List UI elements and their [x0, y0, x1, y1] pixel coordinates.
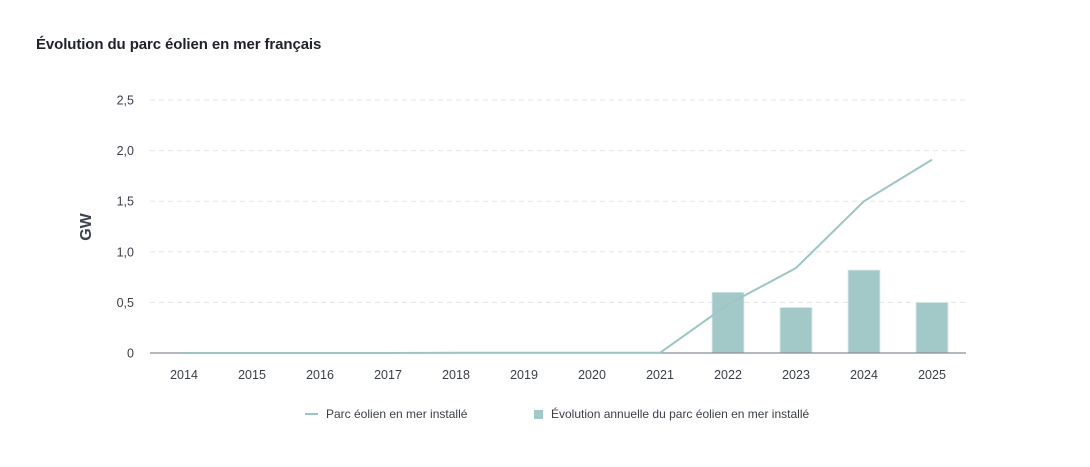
- x-tick-label: 2024: [850, 368, 878, 382]
- bar-2022[interactable]: [711, 291, 745, 354]
- y-tick-label: 1,0: [117, 245, 134, 259]
- y-tick-label: 2,0: [117, 144, 134, 158]
- y-tick-label: 2,5: [117, 94, 134, 108]
- legend-label: Parc éolien en mer installé: [326, 407, 468, 421]
- x-axis-ticks: 2014 2015 2016 2017 2018 2019 2020 2021 2022 2023…: [170, 368, 946, 382]
- legend-line-icon: [305, 413, 318, 415]
- x-tick-label: 2022: [714, 368, 742, 382]
- line-series: [184, 158, 933, 354]
- legend-item-line[interactable]: Parc éolien en mer installé: [305, 407, 467, 421]
- legend: Parc éolien en mer installé Évolution an…: [0, 407, 1090, 425]
- bar-2023[interactable]: [779, 307, 813, 354]
- x-tick-label: 2020: [578, 368, 606, 382]
- x-tick-label: 2018: [442, 368, 470, 382]
- legend-item-bar[interactable]: Évolution annuelle du parc éolien en mer…: [534, 407, 809, 421]
- x-tick-label: 2023: [782, 368, 810, 382]
- gridlines: [150, 99, 966, 303]
- x-tick-label: 2019: [510, 368, 538, 382]
- y-tick-label: 0,5: [117, 296, 134, 310]
- y-tick-label: 1,5: [117, 195, 134, 209]
- x-tick-label: 2014: [170, 368, 198, 382]
- chart-title: Évolution du parc éolien en mer français: [36, 36, 322, 53]
- legend-label: Évolution annuelle du parc éolien en mer…: [551, 407, 810, 421]
- legend-square-icon: [534, 409, 543, 419]
- bar-2024[interactable]: [847, 269, 881, 354]
- x-tick-label: 2025: [918, 368, 946, 382]
- bar-2025[interactable]: [915, 301, 949, 354]
- x-tick-label: 2021: [646, 368, 674, 382]
- y-axis-label: GW: [78, 212, 95, 240]
- installed-capacity-line[interactable]: [184, 158, 933, 354]
- x-tick-label: 2016: [306, 368, 334, 382]
- y-axis-ticks: 0 0,5 1,0 1,5 2,0 2,5: [117, 94, 134, 361]
- y-tick-label: 0: [127, 347, 134, 361]
- x-tick-label: 2015: [238, 368, 266, 382]
- bar-series: [711, 269, 949, 354]
- x-tick-label: 2017: [374, 368, 402, 382]
